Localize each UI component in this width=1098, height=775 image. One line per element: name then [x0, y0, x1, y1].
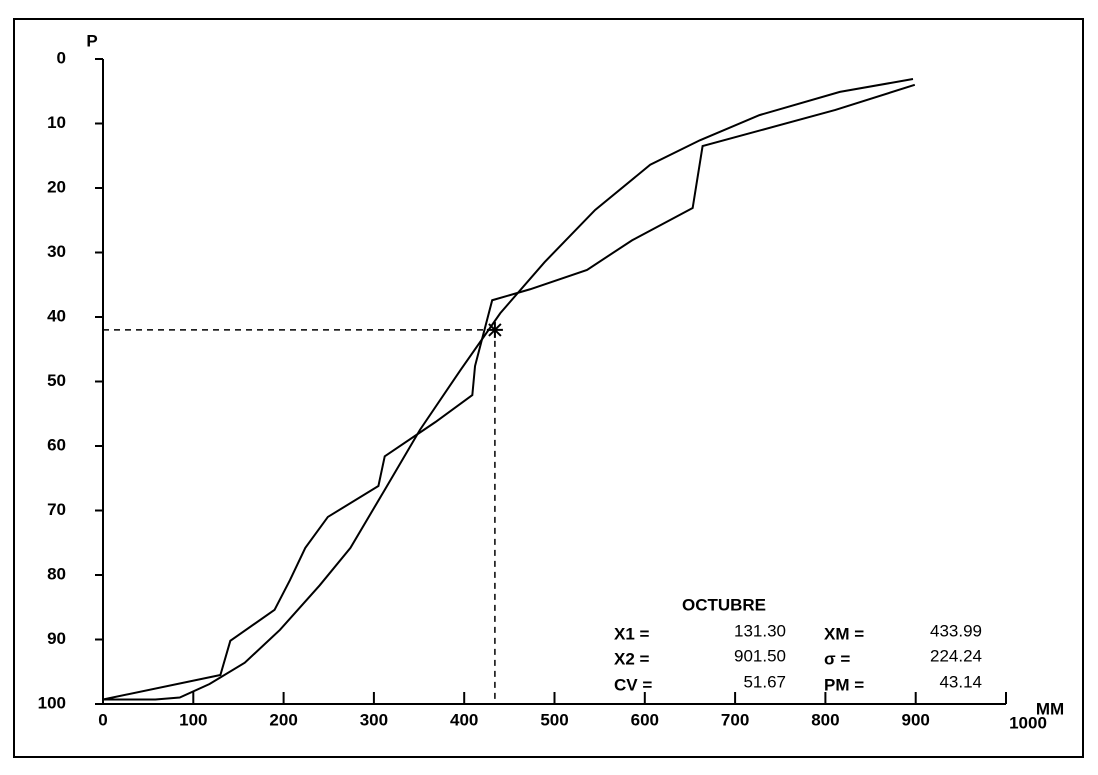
- y-tick-label: 70: [47, 500, 66, 519]
- stat-value: 433.99: [930, 621, 982, 640]
- y-tick-label: 90: [47, 629, 66, 648]
- stat-label: σ =: [824, 649, 850, 668]
- y-tick-label: 40: [47, 306, 66, 325]
- x-tick-label: 600: [631, 710, 659, 729]
- x-tick-label: 900: [902, 710, 930, 729]
- x-tick-label: 100: [179, 710, 207, 729]
- stat-value: 43.14: [939, 672, 982, 691]
- x-tick-label: 400: [450, 710, 478, 729]
- stat-label: X1 =: [614, 624, 650, 643]
- y-tick-label: 50: [47, 371, 66, 390]
- stats-title: OCTUBRE: [682, 595, 766, 614]
- y-tick-label: 80: [47, 564, 66, 583]
- stat-label: PM =: [824, 675, 864, 694]
- stat-value: 131.30: [734, 621, 786, 640]
- y-tick-label: 0: [57, 48, 66, 67]
- x-tick-label: 700: [721, 710, 749, 729]
- line-series: [103, 78, 914, 701]
- x-tick-label: 0: [98, 710, 107, 729]
- y-tick-label: 10: [47, 113, 66, 132]
- y-tick-label: 30: [47, 242, 66, 261]
- stat-label: X2 =: [614, 649, 650, 668]
- y-tick-label: 100: [38, 693, 66, 712]
- marker-stroke: [488, 323, 502, 337]
- stat-value: 224.24: [930, 646, 982, 665]
- marker: [486, 321, 503, 338]
- x-tick-label: 200: [269, 710, 297, 729]
- stat-label: XM =: [824, 624, 864, 643]
- x-tick-label: 500: [540, 710, 568, 729]
- stat-value: 901.50: [734, 646, 786, 665]
- y-axis-label: P: [86, 31, 97, 50]
- stat-label: CV =: [614, 675, 652, 694]
- x-tick-label: 1000: [1009, 713, 1047, 732]
- x-tick-label: 300: [360, 710, 388, 729]
- stat-value: 51.67: [743, 672, 786, 691]
- x-tick-label: 800: [811, 710, 839, 729]
- y-tick-label: 60: [47, 435, 66, 454]
- x-axis-label: MM: [1036, 699, 1064, 718]
- frame: [13, 18, 1084, 758]
- y-tick-label: 20: [47, 177, 66, 196]
- line-series: [102, 83, 916, 701]
